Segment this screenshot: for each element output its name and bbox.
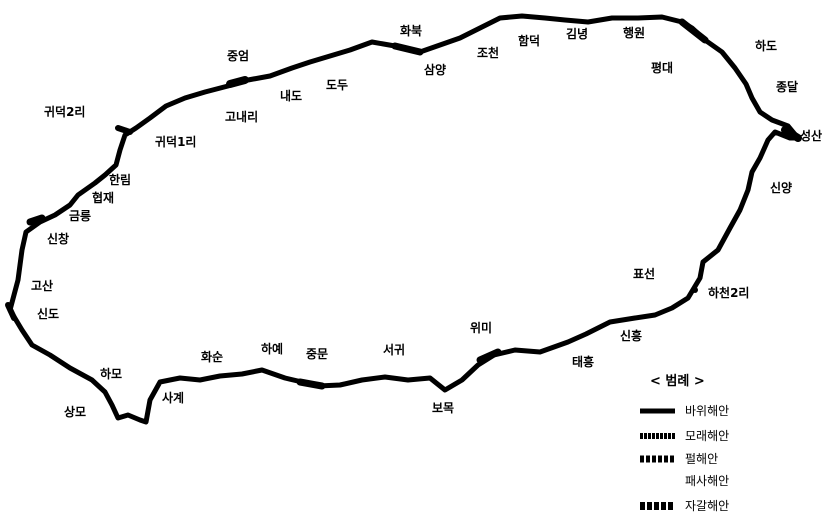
label-gimnyeong: 김녕	[566, 26, 588, 41]
legend-title: < 범례 >	[650, 373, 705, 389]
label-hwasun: 화순	[201, 349, 223, 364]
label-hado: 하도	[755, 38, 777, 53]
coast-dot	[692, 287, 698, 293]
label-sinchang: 신창	[47, 231, 69, 246]
coastline	[7, 13, 801, 425]
label-gwideok2: 귀덕2리	[44, 104, 85, 119]
legend-item-gravel: 자갈해안	[640, 499, 729, 513]
label-sinyang: 신양	[770, 180, 792, 195]
label-seogwi: 서귀	[383, 342, 405, 357]
label-haengwon: 행원	[623, 25, 645, 40]
label-hayea: 하예	[261, 341, 283, 356]
label-jongdal: 종달	[776, 80, 798, 94]
label-taeheung: 태흥	[572, 354, 594, 369]
label-pyeongdae: 평대	[651, 61, 673, 75]
label-hamo: 하모	[100, 366, 122, 381]
legend-item-mud: 펄해안	[640, 452, 718, 466]
label-jungmun: 중문	[306, 347, 328, 361]
legend: < 범례 > 바위해안 모래해안 펄해안 패사해안 자갈해안	[640, 373, 729, 513]
label-sinheung: 신흥	[620, 328, 642, 343]
label-hacheon2: 하천2리	[708, 285, 749, 300]
label-pyoseon: 표선	[633, 266, 655, 281]
label-gosan: 고산	[31, 278, 53, 293]
label-samyang: 삼양	[424, 62, 446, 77]
label-hallim: 한림	[109, 172, 131, 187]
label-hamdeok: 함덕	[518, 33, 540, 48]
label-gwideok1: 귀덕1리	[155, 134, 196, 149]
legend-label-gravel: 자갈해안	[685, 499, 729, 513]
label-sindo: 신도	[37, 306, 59, 321]
label-bomok: 보목	[432, 401, 454, 415]
legend-item-rock: 바위해안	[640, 404, 729, 418]
label-naedo: 내도	[280, 88, 302, 103]
label-wimi: 위미	[470, 320, 492, 335]
legend-item-shell: 패사해안	[685, 474, 729, 488]
label-dodu: 도두	[326, 78, 348, 92]
coast-segments	[5, 18, 802, 390]
legend-label-sand: 모래해안	[685, 429, 729, 443]
label-gonae: 고내리	[225, 109, 258, 124]
label-geumneung: 금릉	[69, 208, 91, 223]
label-sangmo: 상모	[64, 404, 86, 419]
label-sagye: 사계	[162, 390, 184, 405]
place-labels: 귀덕2리 중엄 화북 함덕 김녕 행원 하도 평대 종달 성산 신양 표선 하천…	[31, 23, 822, 419]
label-jungeom: 중엄	[227, 49, 249, 63]
legend-label-mud: 펄해안	[685, 452, 718, 466]
legend-label-shell: 패사해안	[685, 474, 729, 488]
label-hwabuk: 화북	[400, 23, 422, 38]
label-jocheon: 조천	[477, 45, 499, 60]
label-hyeopjae: 협재	[92, 190, 114, 205]
legend-item-sand: 모래해안	[640, 429, 729, 443]
label-seongsan: 성산	[800, 128, 822, 143]
legend-label-rock: 바위해안	[685, 404, 729, 418]
